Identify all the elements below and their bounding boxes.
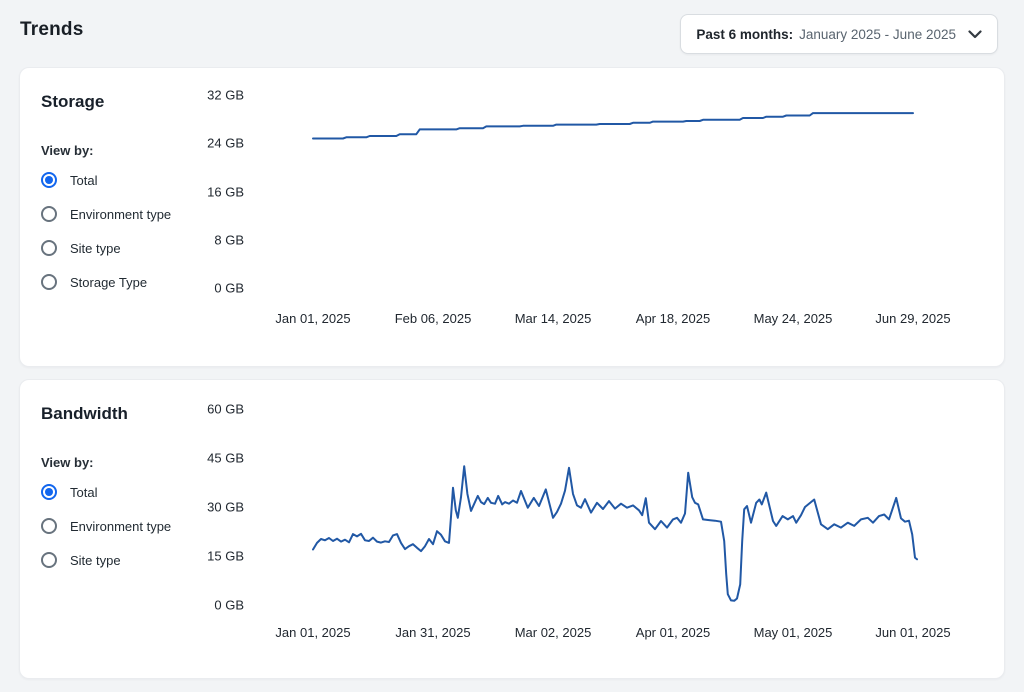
- radio-option-total[interactable]: Total: [41, 163, 171, 197]
- view-by-label: View by:: [41, 455, 94, 470]
- page-title: Trends: [20, 19, 84, 40]
- y-axis-ticks: 60 GB 45 GB 30 GB 15 GB 0 GB: [20, 380, 244, 678]
- radio-unselected-icon: [41, 552, 57, 568]
- y-axis-ticks: 32 GB 24 GB 16 GB 8 GB 0 GB: [20, 68, 244, 366]
- radio-option-total[interactable]: Total: [41, 475, 171, 509]
- y-tick-label: 0 GB: [214, 597, 244, 613]
- x-tick-label: Mar 02, 2025: [514, 625, 592, 640]
- x-tick-label: May 24, 2025: [753, 311, 833, 326]
- x-tick-label: Jan 01, 2025: [275, 625, 351, 640]
- storage-trend-line: [312, 112, 914, 140]
- radio-option-label: Site type: [70, 552, 121, 568]
- y-tick-label: 0 GB: [214, 280, 244, 296]
- bandwidth-panel: Bandwidth View by: Total Environment type…: [19, 379, 1005, 679]
- panel-title-storage: Storage: [41, 92, 105, 111]
- view-by-label: View by:: [41, 143, 94, 158]
- radio-option-label: Site type: [70, 240, 121, 256]
- x-tick-label: Jan 31, 2025: [395, 625, 471, 640]
- radio-unselected-icon: [41, 274, 57, 290]
- bandwidth-chart-canvas: [312, 465, 918, 602]
- view-by-radio-group: Total Environment type Site type: [41, 475, 171, 577]
- x-tick-label: Feb 06, 2025: [394, 311, 472, 326]
- radio-option-site-type[interactable]: Site type: [41, 543, 171, 577]
- radio-option-environment-type[interactable]: Environment type: [41, 197, 171, 231]
- radio-option-label: Environment type: [70, 206, 172, 222]
- panel-title-bandwidth: Bandwidth: [41, 404, 128, 423]
- storage-panel: Storage View by: Total Environment type Si…: [19, 67, 1005, 367]
- radio-option-site-type[interactable]: Site type: [41, 231, 171, 265]
- y-tick-label: 15 GB: [207, 548, 244, 564]
- y-tick-label: 32 GB: [207, 87, 244, 103]
- date-range-label: Past 6 months:: [696, 26, 794, 42]
- radio-option-environment-type[interactable]: Environment type: [41, 509, 171, 543]
- radio-option-label: Storage Type: [70, 274, 148, 290]
- date-range-value: January 2025 - June 2025: [799, 26, 956, 42]
- x-tick-label: Jun 01, 2025: [875, 625, 951, 640]
- x-tick-label: Mar 14, 2025: [514, 311, 592, 326]
- radio-unselected-icon: [41, 518, 57, 534]
- radio-option-label: Total: [70, 484, 98, 500]
- x-tick-label: Jan 01, 2025: [275, 311, 351, 326]
- radio-option-label: Total: [70, 172, 98, 188]
- y-tick-label: 60 GB: [207, 401, 244, 417]
- chevron-down-icon: [968, 29, 982, 38]
- radio-option-storage-type[interactable]: Storage Type: [41, 265, 171, 299]
- y-tick-label: 45 GB: [207, 450, 244, 466]
- date-range-selector[interactable]: Past 6 months: January 2025 - June 2025: [680, 14, 998, 54]
- y-tick-label: 30 GB: [207, 499, 244, 515]
- x-tick-label: Apr 01, 2025: [635, 625, 711, 640]
- radio-option-label: Environment type: [70, 518, 172, 534]
- storage-chart-canvas: [312, 112, 914, 140]
- view-by-radio-group: Total Environment type Site type Storage Ty…: [41, 163, 171, 299]
- radio-selected-icon: [41, 484, 57, 500]
- y-tick-label: 16 GB: [207, 184, 244, 200]
- x-tick-label: Jun 29, 2025: [875, 311, 951, 326]
- radio-unselected-icon: [41, 206, 57, 222]
- x-tick-label: May 01, 2025: [753, 625, 833, 640]
- radio-selected-icon: [41, 172, 57, 188]
- radio-unselected-icon: [41, 240, 57, 256]
- y-tick-label: 8 GB: [214, 232, 244, 248]
- y-tick-label: 24 GB: [207, 135, 244, 151]
- x-tick-label: Apr 18, 2025: [635, 311, 711, 326]
- bandwidth-trend-line: [312, 465, 918, 602]
